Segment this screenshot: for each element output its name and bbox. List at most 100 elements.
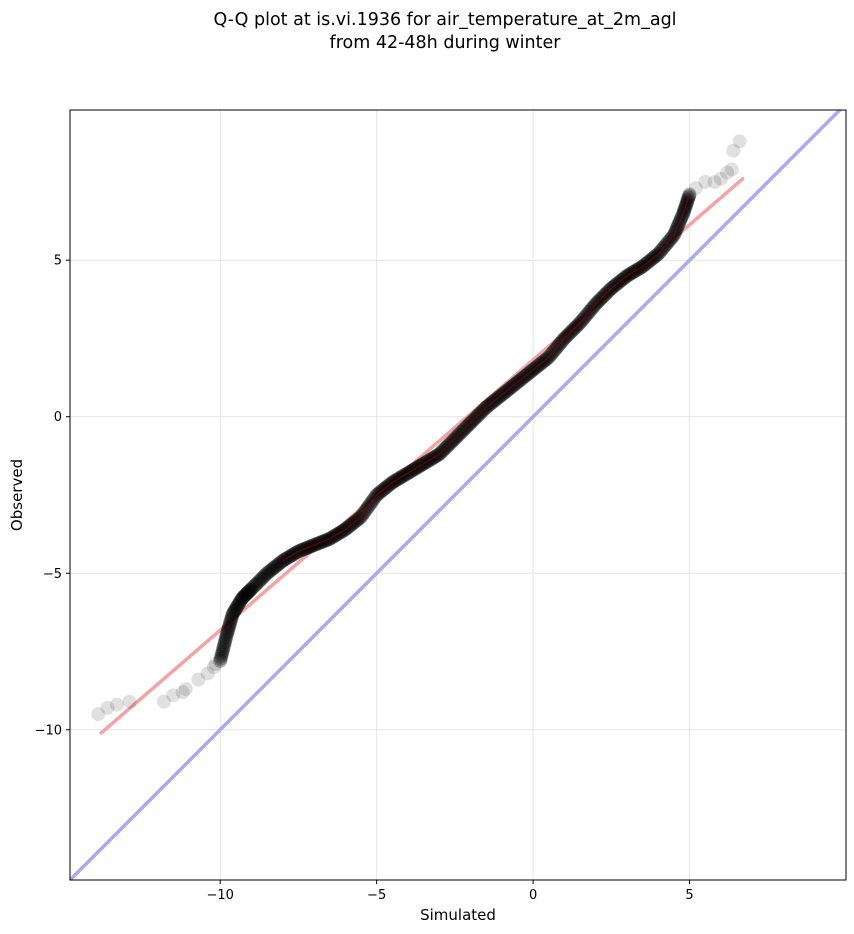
qq-point-36 [235,591,250,606]
qq-point-15 [221,623,236,638]
qq-point-4 [215,645,230,660]
x-tick-label-3: 5 [685,888,693,903]
qq-point-48 [244,581,259,596]
qq-point-12 [219,628,234,643]
qq-point-397 [91,707,106,722]
qq-point-25 [226,605,241,620]
qq-point-410 [698,174,713,189]
plot-frame [69,109,847,881]
qq-point-8 [217,637,232,652]
qq-point-11 [218,630,233,645]
qq-point-13 [219,627,234,642]
y-tick-label-3: 5 [54,254,62,269]
qq-point-60 [260,566,275,581]
qq-point-414 [724,162,739,177]
qq-point-32 [231,596,246,611]
qq-point-72 [275,553,290,568]
qq-point-41 [239,587,254,602]
y-tick-label-1: −5 [43,567,62,582]
qq-point-66 [267,559,282,574]
qq-point-37 [235,590,250,605]
grid-lines [70,110,846,880]
qq-point-24 [225,606,240,621]
qq-point-70 [273,555,288,570]
qq-point-398 [100,700,115,715]
qq-point-23 [225,608,240,623]
qq-point-411 [707,174,722,189]
y-axis-label: Observed [8,459,26,531]
x-tick-label-1: −5 [367,888,386,903]
qq-point-17 [222,619,237,634]
qq-point-409 [688,181,703,196]
qq-point-413 [720,165,735,180]
x-tick-label-0: −10 [206,888,233,903]
qq-point-27 [228,603,243,618]
qq-point-35 [234,592,249,607]
qq-point-61 [261,565,276,580]
qq-point-68 [270,557,285,572]
qq-point-54 [252,574,267,589]
chart-title-line2: from 42-48h during winter [330,33,562,53]
qq-point-415 [726,143,741,158]
qq-point-416 [732,134,747,149]
x-axis-label: Simulated [420,906,496,924]
qq-point-62 [262,564,277,579]
qq-point-58 [257,568,272,583]
qq-point-56 [254,571,269,586]
qq-point-406 [200,666,215,681]
x-tick-label-2: 0 [529,888,537,903]
qq-point-42 [239,586,254,601]
qq-point-53 [251,575,266,590]
qq-point-31 [231,597,246,612]
qq-point-408 [208,657,223,672]
qq-point-412 [713,171,728,186]
qq-point-69 [271,556,286,571]
qq-point-5 [215,643,230,658]
qq-point-405 [191,672,206,687]
x-axis-ticks: −10 −5 0 5 [206,880,694,903]
qq-point-46 [242,583,257,598]
qq-point-40 [238,588,253,603]
qq-point-20 [223,614,238,629]
y-axis-ticks: −10 −5 0 5 [35,254,70,738]
qq-point-59 [258,567,273,582]
qq-point-21 [224,612,239,627]
qq-point-39 [237,588,252,603]
qq-point-50 [247,579,262,594]
qq-point-45 [242,584,257,599]
qq-point-18 [222,617,237,632]
qq-point-65 [266,561,281,576]
qq-point-51 [248,577,263,592]
qq-point-30 [230,599,245,614]
inner-trend [282,194,691,562]
qq-point-0 [213,653,228,668]
qq-point-402 [166,688,181,703]
qq-point-7 [216,639,231,654]
qq-point-399 [109,697,124,712]
chart-title-line1: Q-Q plot at is.vi.1936 for air_temperatu… [213,10,676,30]
qq-point-6 [216,641,231,656]
qq-point-43 [240,585,255,600]
qq-point-403 [175,685,190,700]
qq-point-16 [221,621,236,636]
qq-point-26 [227,604,242,619]
qq-point-22 [224,610,239,625]
qq-point-34 [233,593,248,608]
qq-point-401 [156,694,171,709]
y-tick-label-2: 0 [54,410,62,425]
qq-point-38 [236,589,251,604]
qq-point-29 [229,600,244,615]
qq-point-400 [122,694,137,709]
qq-point-57 [256,570,271,585]
qq-point-64 [265,562,280,577]
qq-point-1 [213,651,228,666]
qq-point-33 [232,595,247,610]
qq-point-52 [249,576,264,591]
qq-point-14 [220,625,235,640]
qq-point-49 [245,580,260,595]
identity-line [70,110,843,880]
qq-point-3 [214,647,229,662]
reference-lines [70,110,843,880]
y-tick-label-0: −10 [35,723,62,738]
